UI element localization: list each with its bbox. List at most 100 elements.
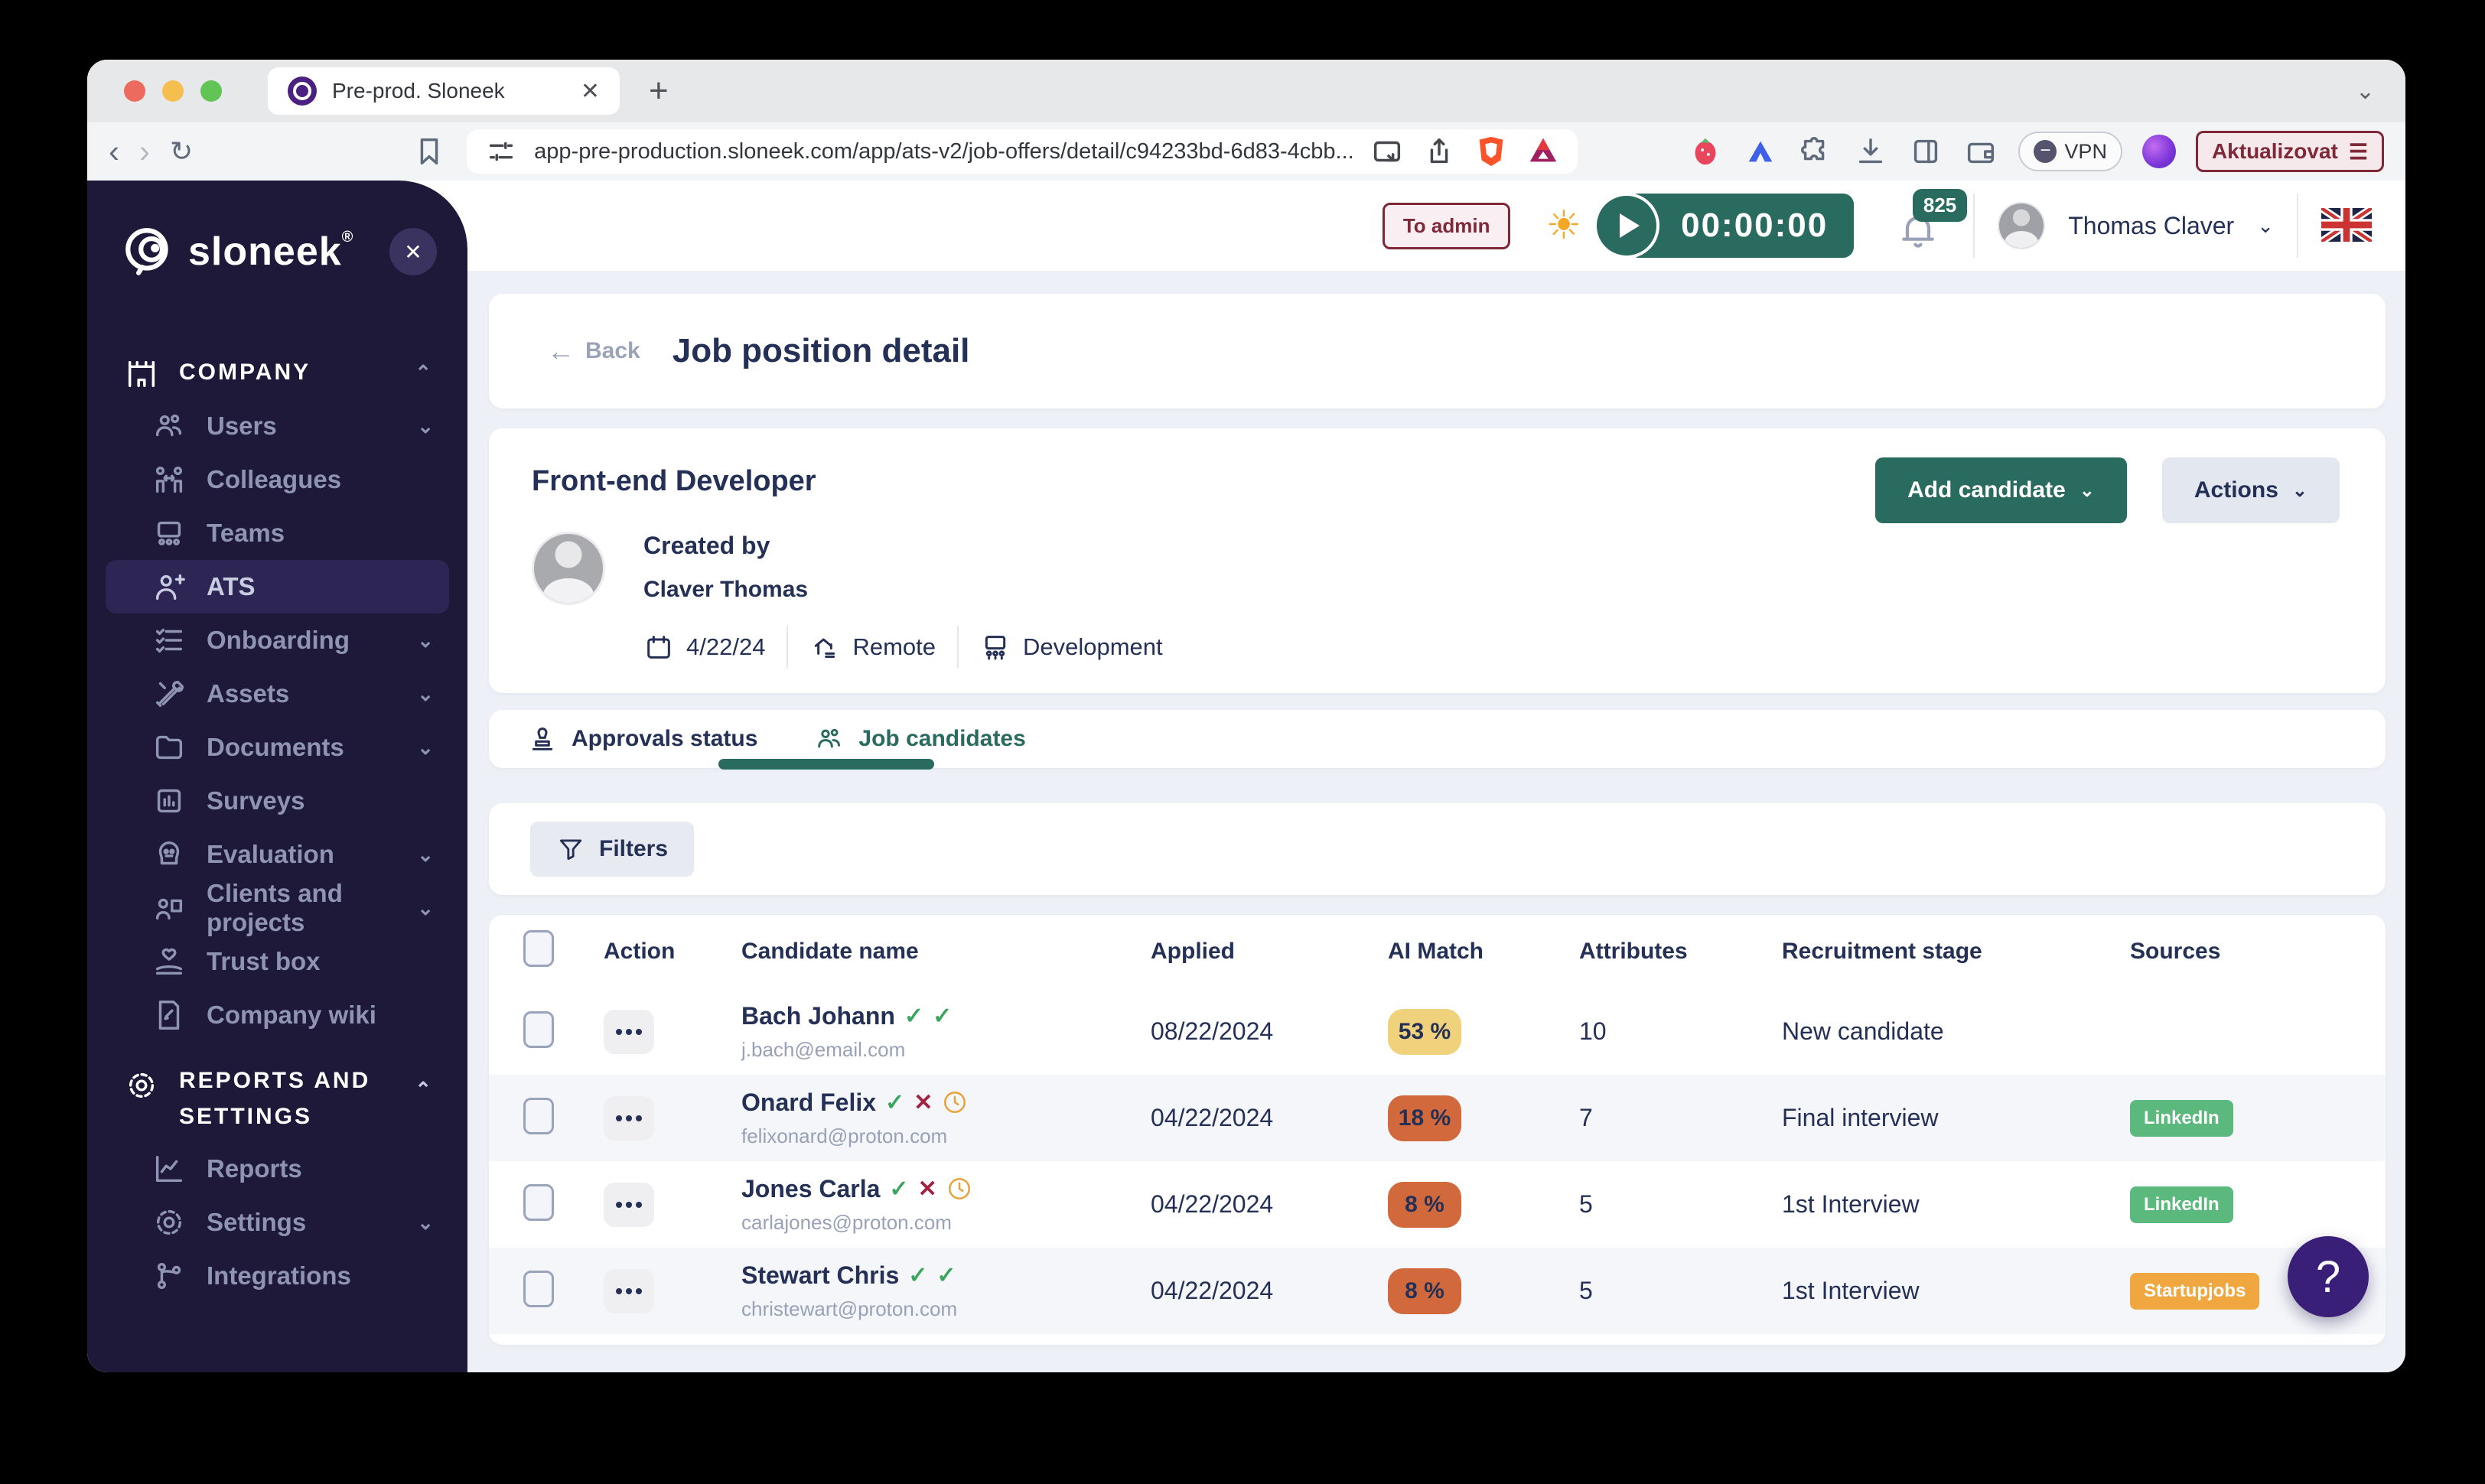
app-topbar: To admin ☀ 00:00:00 825 Thomas Claver ⌄	[467, 181, 2405, 271]
sidebar-section-company[interactable]: COMPANY ⌃	[87, 361, 467, 399]
forward-nav-icon[interactable]: ›	[139, 133, 150, 169]
source-badge: LinkedIn	[2130, 1099, 2233, 1137]
sidebar-item-evaluation[interactable]: Evaluation ⌄	[87, 828, 467, 881]
sidebar-close-button[interactable]: ✕	[389, 228, 437, 275]
calendar-icon	[643, 632, 674, 662]
sidebar-item-colleagues[interactable]: Colleagues	[87, 453, 467, 506]
sidebar-item-reports[interactable]: Reports	[87, 1142, 467, 1196]
language-flag-uk[interactable]	[2319, 204, 2374, 246]
col-header-candidate-name: Candidate name	[741, 939, 919, 964]
job-date: 4/22/24	[643, 632, 765, 662]
play-icon[interactable]	[1594, 193, 1660, 259]
tab-favicon	[288, 76, 317, 106]
row-actions-button[interactable]	[604, 1268, 654, 1313]
select-all-checkbox[interactable]	[523, 930, 554, 967]
tab-close-icon[interactable]: ✕	[580, 78, 600, 104]
downloads-icon[interactable]	[1853, 134, 1888, 169]
tune-icon[interactable]	[484, 134, 519, 169]
extension-strawberry-icon[interactable]	[1688, 134, 1723, 169]
tab-approvals-status[interactable]: Approvals status	[527, 724, 757, 754]
sidebar-toggle-icon[interactable]	[1908, 134, 1943, 169]
back-link[interactable]: ← Back	[547, 335, 640, 366]
share-icon[interactable]	[1422, 134, 1457, 169]
back-nav-icon[interactable]: ‹	[109, 133, 119, 169]
reader-mode-icon[interactable]	[1370, 134, 1405, 169]
new-tab-button[interactable]: +	[649, 72, 669, 109]
applied-date: 04/22/2024	[1151, 1104, 1274, 1131]
sidebar-item-settings[interactable]: Settings ⌄	[87, 1196, 467, 1249]
help-button[interactable]: ?	[2288, 1236, 2369, 1317]
team-icon	[980, 632, 1011, 662]
attributes-count: 10	[1579, 1017, 1607, 1045]
table-row: Jones Carla ✓ ✕ carlajones@proton.com 04…	[489, 1161, 2386, 1248]
chevron-down-icon: ⌄	[417, 842, 434, 866]
candidate-name[interactable]: Bach Johann	[741, 1001, 895, 1030]
row-actions-button[interactable]	[604, 1009, 654, 1054]
sidebar-item-users[interactable]: Users ⌄	[87, 399, 467, 453]
settings-gear-icon	[151, 1205, 187, 1240]
filters-button[interactable]: Filters	[530, 822, 695, 877]
sidebar-section-reports-settings[interactable]: REPORTS AND SETTINGS ⌃	[87, 1042, 467, 1142]
check-icon: ✓	[904, 1003, 924, 1029]
to-admin-button[interactable]: To admin	[1382, 202, 1511, 249]
notifications[interactable]: 825	[1897, 189, 1968, 256]
tab-job-candidates[interactable]: Job candidates	[814, 724, 1026, 754]
chevron-down-icon: ⌄	[417, 628, 434, 652]
sidebar-item-surveys[interactable]: Surveys	[87, 774, 467, 828]
zoom-window-button[interactable]	[200, 80, 222, 102]
extension-nordpass-icon[interactable]	[1743, 134, 1778, 169]
clock-icon	[942, 1089, 968, 1115]
wallet-icon[interactable]	[1963, 134, 1998, 169]
actions-button[interactable]: Actions ⌄	[2161, 457, 2340, 523]
row-actions-button[interactable]	[604, 1182, 654, 1227]
trust-box-icon	[151, 944, 187, 979]
reports-icon	[151, 1151, 187, 1186]
tab-list-chevron-icon[interactable]: ⌄	[2355, 78, 2375, 104]
sidebar-item-company-wiki[interactable]: Company wiki	[87, 988, 467, 1042]
candidate-name[interactable]: Stewart Chris	[741, 1261, 900, 1289]
row-checkbox[interactable]	[523, 1011, 554, 1048]
candidate-name[interactable]: Jones Carla	[741, 1174, 881, 1202]
vpn-button[interactable]: − VPN	[2018, 132, 2122, 171]
sidebar-item-onboarding[interactable]: Onboarding ⌄	[87, 613, 467, 667]
browser-tab[interactable]: Pre-prod. Sloneek ✕	[268, 67, 620, 115]
integrations-icon	[151, 1258, 187, 1294]
user-name[interactable]: Thomas Claver	[2068, 211, 2235, 239]
sidebar-item-teams[interactable]: Teams	[87, 506, 467, 560]
clients-projects-icon	[151, 890, 187, 926]
row-checkbox[interactable]	[523, 1184, 554, 1221]
col-header-applied: Applied	[1151, 939, 1235, 964]
window-controls	[124, 80, 222, 102]
sidebar-item-clients-and-projects[interactable]: Clients and projects ⌄	[87, 879, 467, 936]
sidebar-item-assets[interactable]: Assets ⌄	[87, 667, 467, 721]
minimize-window-button[interactable]	[162, 80, 184, 102]
sidebar-item-trust-box[interactable]: Trust box	[87, 935, 467, 988]
close-window-button[interactable]	[124, 80, 145, 102]
theme-sun-icon[interactable]: ☀	[1545, 203, 1582, 248]
brave-shields-icon[interactable]	[1474, 134, 1509, 169]
candidate-email: felixonard@proton.com	[741, 1124, 948, 1147]
add-candidate-button[interactable]: Add candidate ⌄	[1875, 457, 2127, 523]
extensions-puzzle-icon[interactable]	[1798, 134, 1833, 169]
row-checkbox[interactable]	[523, 1098, 554, 1134]
bookmark-icon[interactable]	[412, 134, 447, 169]
sidebar-item-ats[interactable]: ATS	[106, 560, 449, 613]
sidebar-item-integrations[interactable]: Integrations	[87, 1249, 467, 1303]
creator-avatar	[532, 532, 605, 605]
candidate-name[interactable]: Onard Felix	[741, 1088, 877, 1116]
reload-icon[interactable]: ↻	[170, 135, 194, 167]
row-actions-button[interactable]	[604, 1095, 654, 1141]
attributes-count: 5	[1579, 1277, 1593, 1304]
browser-profile-icon[interactable]	[2141, 135, 2176, 168]
check-icon: ✓	[936, 1262, 956, 1288]
tab-strip: Pre-prod. Sloneek ✕ + ⌄	[87, 60, 2405, 122]
brave-rewards-icon[interactable]	[1526, 134, 1561, 169]
sidebar-item-documents[interactable]: Documents ⌄	[87, 721, 467, 774]
url-bar[interactable]: app-pre-production.sloneek.com/app/ats-v…	[467, 129, 1578, 174]
users-icon	[151, 408, 187, 444]
user-menu-chevron-icon[interactable]: ⌄	[2257, 213, 2274, 237]
user-avatar[interactable]	[1998, 202, 2046, 249]
browser-update-button[interactable]: Aktualizovat ☰	[2195, 131, 2384, 172]
row-checkbox[interactable]	[523, 1271, 554, 1307]
company-wiki-icon	[151, 997, 187, 1033]
